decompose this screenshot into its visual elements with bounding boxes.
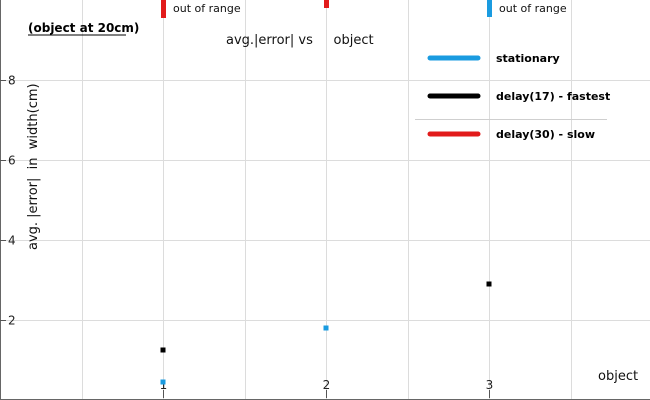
y-tick-label: 2	[8, 314, 16, 328]
out-of-range-label: out of range	[173, 2, 241, 15]
y-axis-label: avg. |error| in width(cm)	[26, 83, 41, 250]
legend-entry-label: delay(30) - slow	[496, 128, 595, 141]
data-point	[486, 281, 492, 287]
chart-title: avg.|error| vs object	[226, 33, 374, 48]
tick-labels: 1 2 3 2 4 6 8	[8, 74, 493, 393]
legend: stationary delay(17) - fastest delay(30) -…	[415, 52, 610, 141]
y-tick-label: 8	[8, 74, 16, 88]
annotations: out of range out of range	[173, 2, 567, 15]
x-tick-label: 1	[160, 378, 168, 392]
out-of-range-marker	[161, 0, 166, 18]
chart-note: (object at 20cm)	[28, 21, 139, 35]
out-of-range-marker	[324, 0, 329, 8]
data-point	[323, 325, 329, 331]
legend-entry-label: stationary	[496, 52, 560, 65]
legend-entry-label: delay(17) - fastest	[496, 90, 610, 103]
out-of-range-label: out of range	[499, 2, 567, 15]
x-tick-label: 2	[323, 378, 331, 392]
data-point	[160, 347, 166, 353]
data-point	[160, 379, 166, 385]
y-tick-label: 4	[8, 234, 16, 248]
y-tick-label: 6	[8, 154, 16, 168]
x-axis-label: object	[598, 369, 638, 384]
data-marks	[160, 0, 492, 385]
x-tick-label: 3	[486, 378, 494, 392]
out-of-range-marker	[487, 0, 492, 17]
